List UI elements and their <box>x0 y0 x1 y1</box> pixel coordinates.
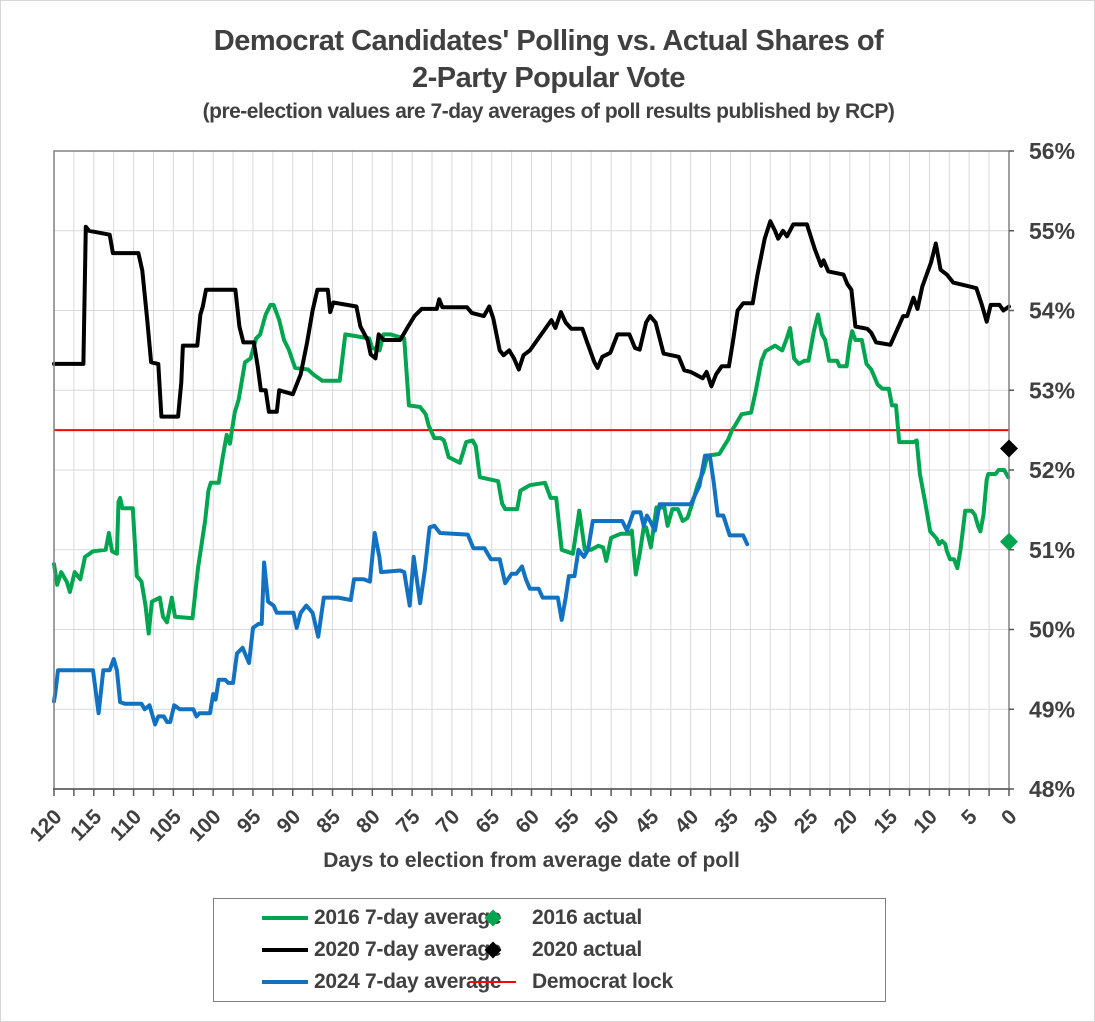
x-tick-label: 60 <box>511 805 544 838</box>
x-tick-label: 0 <box>997 805 1022 830</box>
legend-label-2016-actual: 2016 actual <box>532 906 642 929</box>
x-tick-label: 45 <box>631 805 664 838</box>
x-tick-label: 5 <box>957 805 982 830</box>
legend-item-2016-average: 2016 7-day average <box>214 906 502 930</box>
x-tick-label: 15 <box>869 805 902 838</box>
x-tick-label: 80 <box>352 805 385 838</box>
series-line-2016 <box>52 302 1011 636</box>
legend-line-swatch-2024-icon <box>262 979 308 985</box>
y-tick-labels: 48% 49% 50% 51% 52% 53% 54% 55% 56% <box>1029 138 1075 802</box>
x-tick-label: 40 <box>670 805 703 838</box>
legend-item-2020-average: 2020 7-day average <box>214 938 502 962</box>
x-tick-label: 95 <box>233 805 266 838</box>
y-tick-label: 49% <box>1029 696 1075 722</box>
legend-line-swatch-2016-icon <box>262 915 308 921</box>
y-tick-label: 51% <box>1029 537 1075 563</box>
x-tick-label: 20 <box>830 805 863 838</box>
legend-label-2020-average: 2020 7-day average <box>314 938 502 961</box>
axis-ticks <box>53 150 1014 796</box>
legend-line-swatch-2020-icon <box>262 947 308 953</box>
legend-row-2020: 2020 7-day average 2020 actual <box>214 934 885 966</box>
chart-title-line1: Democrat Candidates' Polling vs. Actual … <box>213 25 884 57</box>
legend-label-2016-average: 2016 7-day average <box>314 906 502 929</box>
x-tick-label: 105 <box>145 805 186 846</box>
legend: 2016 7-day average 2016 actual 2020 7-da… <box>213 898 886 1002</box>
y-tick-label: 55% <box>1029 218 1075 244</box>
legend-label-2024-average: 2024 7-day average <box>314 970 502 993</box>
x-tick-label: 35 <box>710 805 743 838</box>
x-tick-label: 75 <box>392 805 425 838</box>
legend-diamond-2020-icon <box>484 941 502 959</box>
x-tick-label: 85 <box>312 805 345 838</box>
chart-subtitle: (pre-election values are 7-day averages … <box>202 100 895 123</box>
marker-2016-actual-icon <box>1000 532 1018 551</box>
y-tick-label: 56% <box>1029 138 1075 164</box>
chart-title: Democrat Candidates' Polling vs. Actual … <box>1 23 1094 97</box>
legend-item-2016-actual: 2016 actual <box>464 906 885 930</box>
y-tick-label: 53% <box>1029 377 1075 403</box>
y-tick-label: 52% <box>1029 457 1075 483</box>
marker-2020-actual-icon <box>1000 439 1018 458</box>
x-axis-title: Days to election from average date of po… <box>323 849 740 872</box>
x-tick-label: 70 <box>432 805 465 838</box>
gridlines <box>53 151 1010 789</box>
x-tick-label: 90 <box>273 805 306 838</box>
chart-title-line2: 2-Party Popular Vote <box>411 62 686 94</box>
legend-diamond-2016-icon <box>484 909 502 927</box>
legend-item-2024-average: 2024 7-day average <box>214 970 502 994</box>
legend-row-2024: 2024 7-day average Democrat lock <box>214 966 885 998</box>
x-tick-label: 115 <box>66 805 106 845</box>
x-tick-label: 10 <box>909 805 942 838</box>
y-tick-label: 54% <box>1029 298 1075 324</box>
series-line-2024 <box>52 453 750 727</box>
legend-line-swatch-democrat-lock-icon <box>470 980 516 984</box>
x-tick-label: 110 <box>106 805 146 845</box>
x-tick-label: 30 <box>750 805 783 838</box>
x-tick-label: 50 <box>591 805 624 838</box>
x-tick-label: 100 <box>185 805 226 846</box>
legend-row-2016: 2016 7-day average 2016 actual <box>214 902 885 934</box>
x-tick-label: 55 <box>551 805 584 838</box>
legend-label-democrat-lock: Democrat lock <box>532 970 673 993</box>
x-tick-label: 25 <box>790 805 823 838</box>
x-tick-label: 65 <box>471 805 504 838</box>
y-tick-label: 48% <box>1029 776 1075 802</box>
legend-item-democrat-lock: Democrat lock <box>464 970 885 994</box>
legend-item-2020-actual: 2020 actual <box>464 938 885 962</box>
legend-label-2020-actual: 2020 actual <box>532 938 642 961</box>
y-tick-label: 50% <box>1029 617 1075 643</box>
x-tick-label: 120 <box>25 805 66 846</box>
series-line-2020 <box>52 219 1011 419</box>
